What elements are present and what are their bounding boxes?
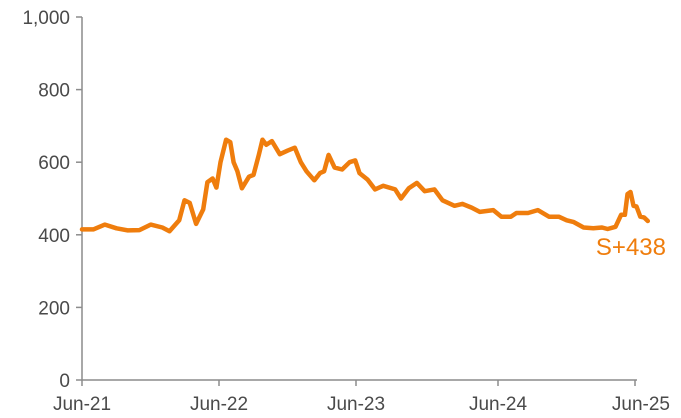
y-tick-label: 1,000 (22, 8, 70, 29)
x-tick-label: Jun-21 (53, 394, 111, 415)
y-tick-label: 800 (38, 81, 70, 102)
y-tick-label: 400 (38, 226, 70, 247)
x-tick-label: Jun-25 (612, 394, 670, 415)
x-tick-label: Jun-23 (327, 394, 385, 415)
x-axis: Jun-21 Jun-22 Jun-23 Jun-24 Jun-25 (53, 379, 670, 415)
y-tick-label: 200 (38, 298, 70, 319)
y-axis: 0 200 400 600 800 1,000 (22, 8, 83, 392)
plot-area (79, 137, 651, 234)
end-value-label: S+438 (596, 234, 666, 261)
spread-series-line (79, 137, 651, 234)
x-tick-label: Jun-24 (469, 394, 528, 415)
x-tick-label: Jun-22 (190, 394, 248, 415)
y-tick-label: 600 (38, 153, 70, 174)
y-tick-label: 0 (59, 371, 70, 392)
